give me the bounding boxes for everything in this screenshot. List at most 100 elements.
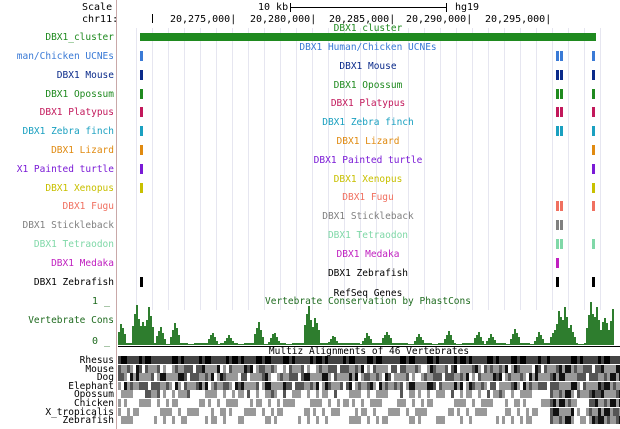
ucne-feature[interactable] [560, 201, 563, 212]
ucne-feature[interactable] [560, 239, 563, 249]
ucne-feature[interactable] [560, 51, 563, 61]
multiz-block [214, 390, 217, 399]
multiz-block [400, 373, 403, 382]
multiz-block [295, 390, 298, 399]
track-label-cluster[interactable]: DBX1_cluster [45, 32, 114, 43]
cons-bar [376, 343, 378, 345]
ucne-feature[interactable] [560, 126, 563, 137]
multiz-block [424, 407, 427, 416]
track-label[interactable]: DBX1 Stickleback [22, 220, 114, 232]
ucne-feature[interactable] [592, 107, 595, 118]
multiz-species-label[interactable]: Mouse [85, 363, 114, 375]
ucne-feature[interactable] [556, 69, 559, 80]
multiz-species-label[interactable]: Chicken [73, 398, 114, 409]
track-label[interactable]: DBX1 Lizard [51, 145, 114, 156]
multiz-block [325, 390, 328, 399]
ucne-feature[interactable] [140, 69, 143, 80]
multiz-species-label[interactable]: Dog [96, 372, 114, 384]
track-label-conservation[interactable]: Vertebrate Cons [28, 315, 114, 326]
multiz-species-label[interactable]: Zebrafish [62, 415, 114, 427]
ucne-feature[interactable] [140, 51, 143, 61]
ucne-feature[interactable] [592, 163, 595, 174]
ucne-feature[interactable] [556, 88, 559, 99]
multiz-species-label[interactable]: X_tropicalis [45, 406, 114, 418]
ucne-feature[interactable] [560, 88, 563, 99]
ucne-feature[interactable] [560, 107, 563, 118]
ucne-feature[interactable] [140, 107, 143, 118]
ucne-feature[interactable] [592, 145, 595, 155]
ucne-feature[interactable] [556, 239, 559, 249]
track-label[interactable]: DBX1 Mouse [56, 69, 114, 81]
ucne-feature[interactable] [140, 276, 143, 287]
ucne-feature[interactable] [556, 126, 559, 137]
ucne-feature[interactable] [592, 69, 595, 80]
multiz-block [544, 356, 547, 364]
track-label[interactable]: DBX1 Medaka [51, 257, 114, 269]
conservation-wiggle[interactable] [118, 296, 614, 345]
ucne-feature[interactable] [140, 88, 143, 99]
track-label[interactable]: DBX1 Platypus [39, 107, 114, 119]
track-label[interactable]: DBX1 Tetraodon [33, 239, 114, 250]
ucne-feature[interactable] [592, 51, 595, 61]
ucne-feature[interactable] [560, 220, 563, 231]
multiz-block [277, 356, 280, 364]
multiz-alignments[interactable] [118, 356, 620, 429]
ucne-feature[interactable] [140, 126, 143, 137]
ucne-feature[interactable] [140, 163, 143, 174]
multiz-block [400, 364, 403, 373]
multiz-species-label[interactable]: Elephant [68, 380, 114, 392]
track-label[interactable]: man/Chicken UCNEs [16, 51, 114, 62]
multiz-block [271, 407, 274, 416]
multiz-center-label: Multiz Alignments of 46 Vertebrates [268, 346, 470, 357]
multiz-block [529, 356, 532, 364]
multiz-block [124, 364, 127, 373]
ucne-feature[interactable] [560, 69, 563, 80]
multiz-block [118, 381, 121, 390]
track-label[interactable]: DBX1 Xenopus [45, 182, 114, 194]
track-label[interactable]: X1 Painted turtle [16, 163, 114, 175]
track-label[interactable]: DBX1 Zebra finch [22, 126, 114, 138]
multiz-block [217, 364, 220, 373]
track-label[interactable]: DBX1 Opossum [45, 88, 114, 100]
multiz-block [496, 390, 499, 399]
multiz-block [490, 373, 493, 382]
multiz-block [586, 356, 589, 364]
grid-line [296, 28, 297, 310]
ucne-feature[interactable] [556, 257, 559, 268]
ucne-feature[interactable] [140, 182, 143, 193]
multiz-block [526, 364, 529, 373]
multiz-block [553, 407, 556, 416]
ucne-feature[interactable] [592, 201, 595, 212]
track-label[interactable]: DBX1 Fugu [62, 201, 114, 213]
cons-bar [356, 343, 358, 345]
multiz-block [553, 399, 556, 407]
multiz-block [397, 381, 400, 390]
ucne-feature[interactable] [592, 276, 595, 287]
multiz-block [262, 364, 265, 373]
multiz-block [475, 356, 478, 364]
ucne-feature[interactable] [556, 201, 559, 212]
ucne-feature[interactable] [556, 220, 559, 231]
ucne-feature[interactable] [592, 239, 595, 249]
ucne-feature[interactable] [592, 126, 595, 137]
multiz-block [145, 364, 148, 373]
multiz-block [601, 373, 604, 382]
ucne-feature[interactable] [592, 88, 595, 99]
ucne-feature[interactable] [140, 145, 143, 155]
multiz-block [355, 364, 358, 373]
multiz-block [211, 407, 214, 416]
multiz-block [163, 373, 166, 382]
track-center-label: DBX1 Stickleback [322, 211, 414, 223]
multiz-block [139, 356, 142, 364]
multiz-species-label[interactable]: Rhesus [79, 355, 114, 366]
multiz-block [166, 381, 169, 390]
ucne-feature[interactable] [592, 182, 595, 193]
ucne-feature[interactable] [556, 276, 559, 287]
ucne-feature[interactable] [556, 51, 559, 61]
cons-bar [262, 337, 264, 345]
ucne-feature[interactable] [556, 107, 559, 118]
multiz-species-label[interactable]: Opossum [73, 389, 114, 401]
track-label[interactable]: DBX1 Zebrafish [33, 276, 114, 288]
multiz-block [190, 407, 193, 416]
cluster-feature[interactable] [140, 33, 596, 41]
